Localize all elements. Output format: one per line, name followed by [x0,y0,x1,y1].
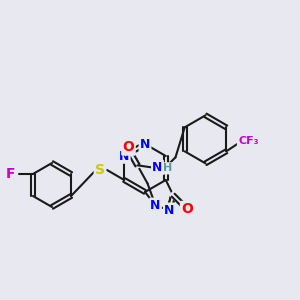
Text: N: N [140,137,150,151]
Text: N: N [164,204,175,217]
Text: N: N [150,199,161,212]
Text: CF₃: CF₃ [238,136,259,146]
Text: H: H [163,163,172,173]
Text: O: O [181,202,193,216]
Text: S: S [95,163,105,177]
Text: F: F [6,167,16,181]
Text: N: N [152,161,163,174]
Text: O: O [122,140,134,154]
Text: N: N [119,149,129,163]
